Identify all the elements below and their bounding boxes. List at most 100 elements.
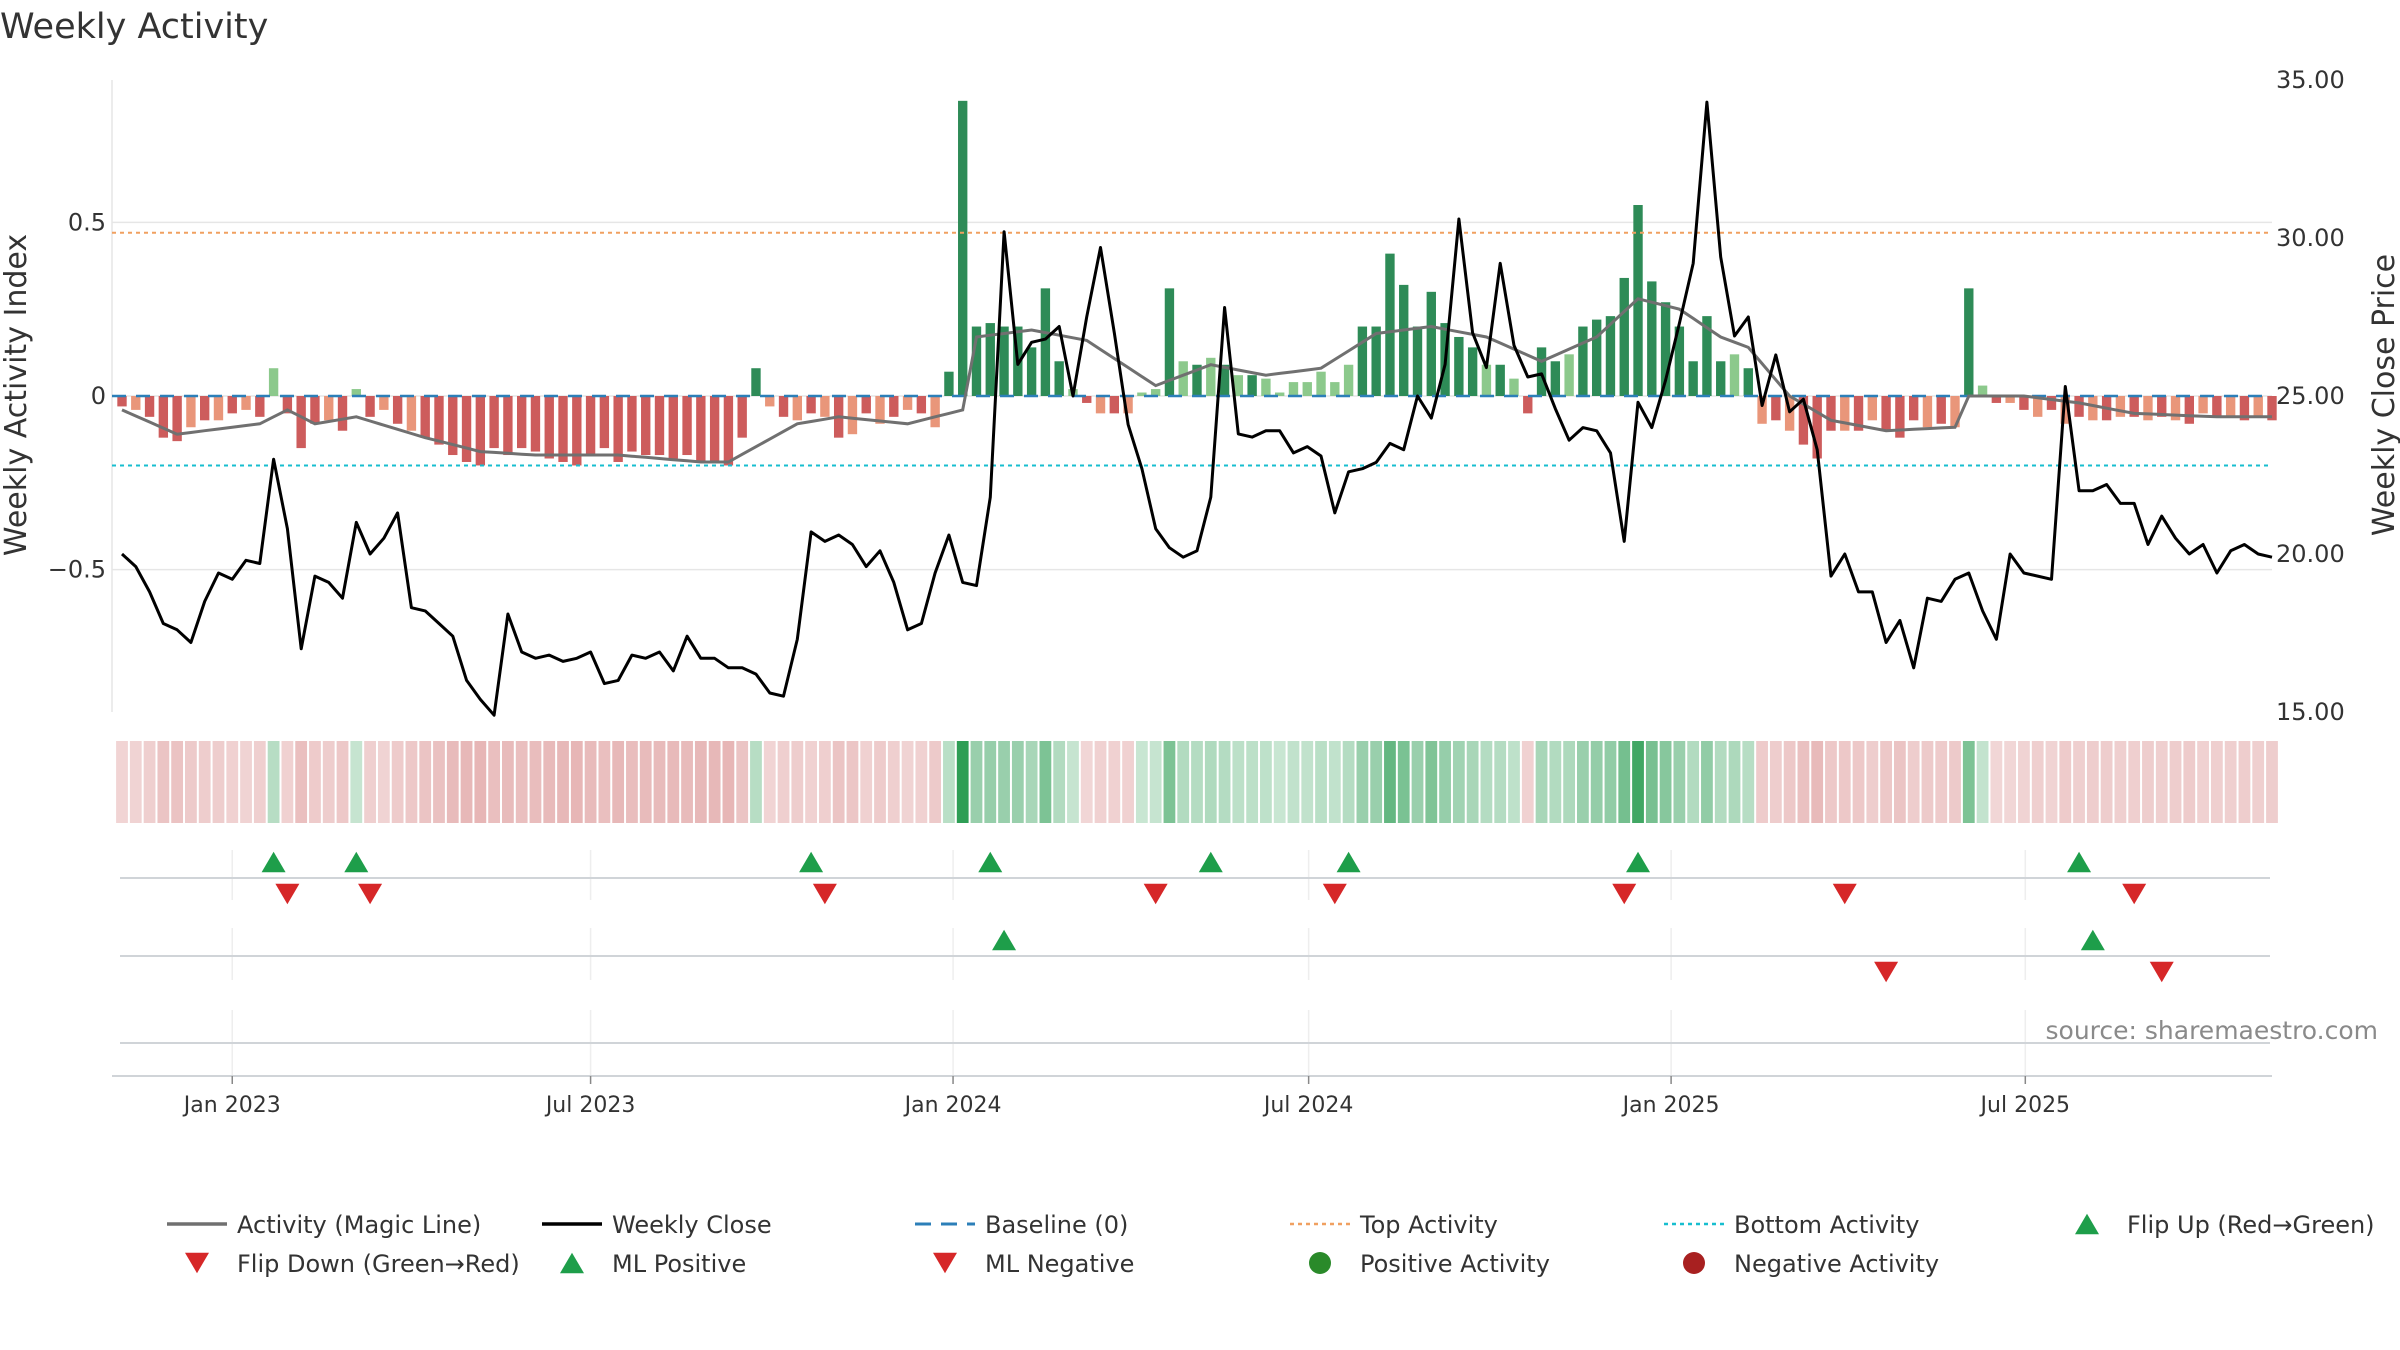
heat-cell [1632,741,1644,823]
activity-bar [1219,364,1230,396]
legend-label: Weekly Close [612,1211,772,1239]
heat-cell [2252,741,2265,823]
heat-cell [874,741,886,823]
left-tick-label: −0.5 [48,556,106,584]
activity-bar [654,396,665,456]
ml-signal-panel [120,928,2270,983]
activity-bar [1095,396,1106,414]
heat-cell [515,741,528,823]
activity-bar [765,396,775,407]
activity-bar [999,326,1009,396]
heat-cell [1549,741,1562,823]
activity-bar [1660,302,1671,396]
legend-label: Flip Up (Red→Green) [2127,1211,2375,1239]
heat-cell [1728,741,1741,823]
heat-cell [818,741,831,823]
heat-cell [1907,741,1920,823]
heat-cell [639,741,652,823]
activity-bar [1247,375,1257,396]
heat-cell [1714,741,1727,823]
activity-bar [2225,396,2236,417]
flip-down-marker [358,883,383,905]
heat-cell [1287,741,1300,823]
activity-bar [1150,389,1161,396]
heat-cell [956,741,969,823]
heat-cell [198,741,211,823]
heat-cell [832,741,845,823]
heat-cell [1838,741,1851,823]
ml-negative-marker [2149,961,2174,983]
heat-cell [1039,741,1052,823]
legend-item: Flip Down (Green→Red) [185,1250,520,1278]
activity-bar [1275,392,1285,396]
heat-cell [1480,741,1493,823]
legend-label: ML Positive [612,1250,746,1278]
activity-bar [117,396,127,407]
heat-cell [1687,741,1700,823]
activity-bar [599,396,610,449]
heat-cell [1866,741,1879,823]
left-axis: 0.5 0 −0.5 [48,208,106,583]
legend-swatch [185,1252,209,1274]
left-axis-label: Weekly Activity Index [0,234,34,556]
heat-cell [2073,741,2085,823]
activity-bar [489,396,499,449]
heat-cell [584,741,597,823]
activity-bar [1536,347,1547,396]
ml-positive-marker [2080,929,2105,951]
heat-cell [1701,741,1713,823]
heat-cell [446,741,459,823]
legend-item: Top Activity [1290,1211,1498,1239]
heat-cell [1094,741,1107,823]
heat-cell [226,741,239,823]
heat-cell [805,741,817,823]
heat-cell [1893,741,1906,823]
heat-cell [777,741,790,823]
activity-bar [392,396,403,424]
legend-item: Weekly Close [542,1211,772,1239]
heat-cell [488,741,501,823]
flip-signal-panel [120,850,2270,905]
heat-cell [1315,741,1327,823]
heat-cell [887,741,900,823]
heat-cell [143,741,156,823]
flip-down-marker [812,883,837,905]
source-credit: source: sharemaestro.com [2046,1016,2379,1045]
activity-bar [806,396,816,414]
date-tick-label: Jul 2025 [1979,1093,2071,1118]
legend-label: Negative Activity [1734,1250,1939,1278]
heat-cell [1811,741,1824,823]
heat-cell [529,741,542,823]
activity-bar [1178,361,1188,396]
activity-bar [847,396,858,435]
legend-swatch [1683,1252,1705,1274]
activity-bar [1302,382,1312,396]
flip-up-marker [1198,851,1223,873]
heat-cell [1080,741,1093,823]
flip-down-marker [1143,883,1168,905]
heat-cell [1439,741,1451,823]
activity-bar [2157,396,2167,417]
flip-up-marker [1336,851,1361,873]
activity-bar [186,396,196,428]
heat-cell [419,741,432,823]
heat-cell [1452,741,1465,823]
activity-bar [227,396,237,414]
flip-up-marker [344,851,369,873]
activity-bar [1481,364,1492,396]
activity-bar [213,396,224,421]
activity-bar [1288,382,1299,396]
activity-bar [2184,396,2194,424]
heat-cell [240,741,252,823]
flip-up-marker [1626,851,1651,873]
activity-bar [1812,396,1822,459]
heat-cell [2238,741,2251,823]
legend-swatch [933,1252,957,1274]
heat-cell [543,741,556,823]
heat-cell [1149,741,1162,823]
heat-cell [1783,741,1796,823]
activity-bar [558,396,568,462]
activity-bar [200,396,210,421]
activity-bar [2170,396,2181,421]
activity-bar [1647,281,1657,396]
